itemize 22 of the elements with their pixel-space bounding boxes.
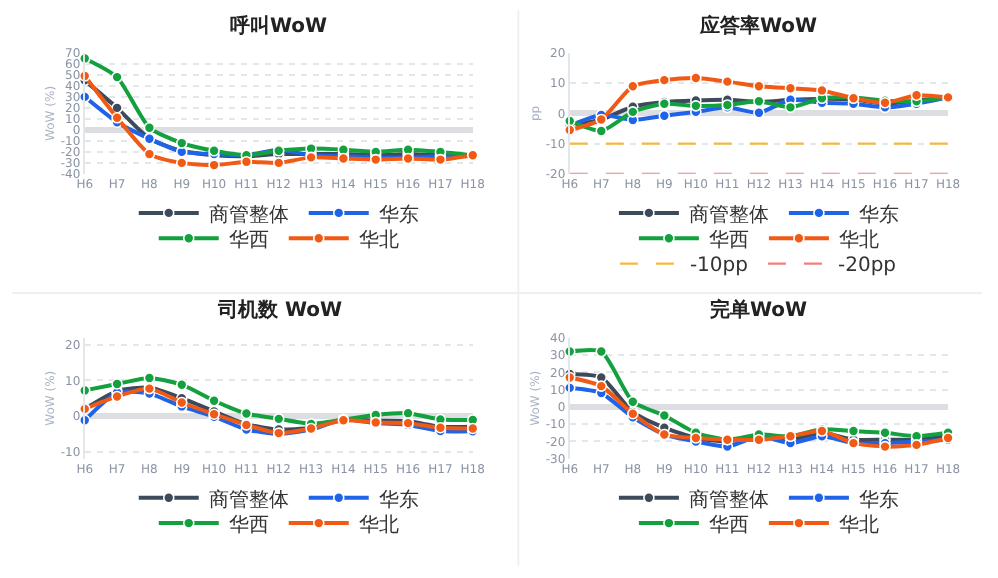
legend-label: 商管整体 <box>688 202 769 227</box>
legend-label: 华北 <box>358 228 399 253</box>
chart-title: 应答率WoW <box>698 14 818 38</box>
legend-label: 华西 <box>708 512 749 537</box>
legend-label: 华东 <box>858 202 899 227</box>
chart-title: 呼叫WoW <box>230 14 328 38</box>
legend-label: 商管整体 <box>208 202 289 227</box>
legend-label: 华北 <box>838 228 879 253</box>
legend-label: 商管整体 <box>688 487 769 512</box>
legend-label: -20pp <box>837 255 897 278</box>
legend-label: 华东 <box>378 487 419 512</box>
legend-label: 华北 <box>358 512 399 537</box>
legend-label: 商管整体 <box>208 487 289 512</box>
legend-label: 华西 <box>228 228 269 253</box>
chart-title: 司机数 WoW <box>216 298 343 322</box>
legend-label: -10pp <box>689 255 748 278</box>
legend-label: 华北 <box>838 512 879 537</box>
chart-title: 完单WoW <box>710 298 808 322</box>
legend-label: 华东 <box>858 487 899 512</box>
legend-label: 华东 <box>378 202 419 227</box>
legend-label: 华西 <box>228 512 269 537</box>
legend-label: 华西 <box>708 228 749 253</box>
